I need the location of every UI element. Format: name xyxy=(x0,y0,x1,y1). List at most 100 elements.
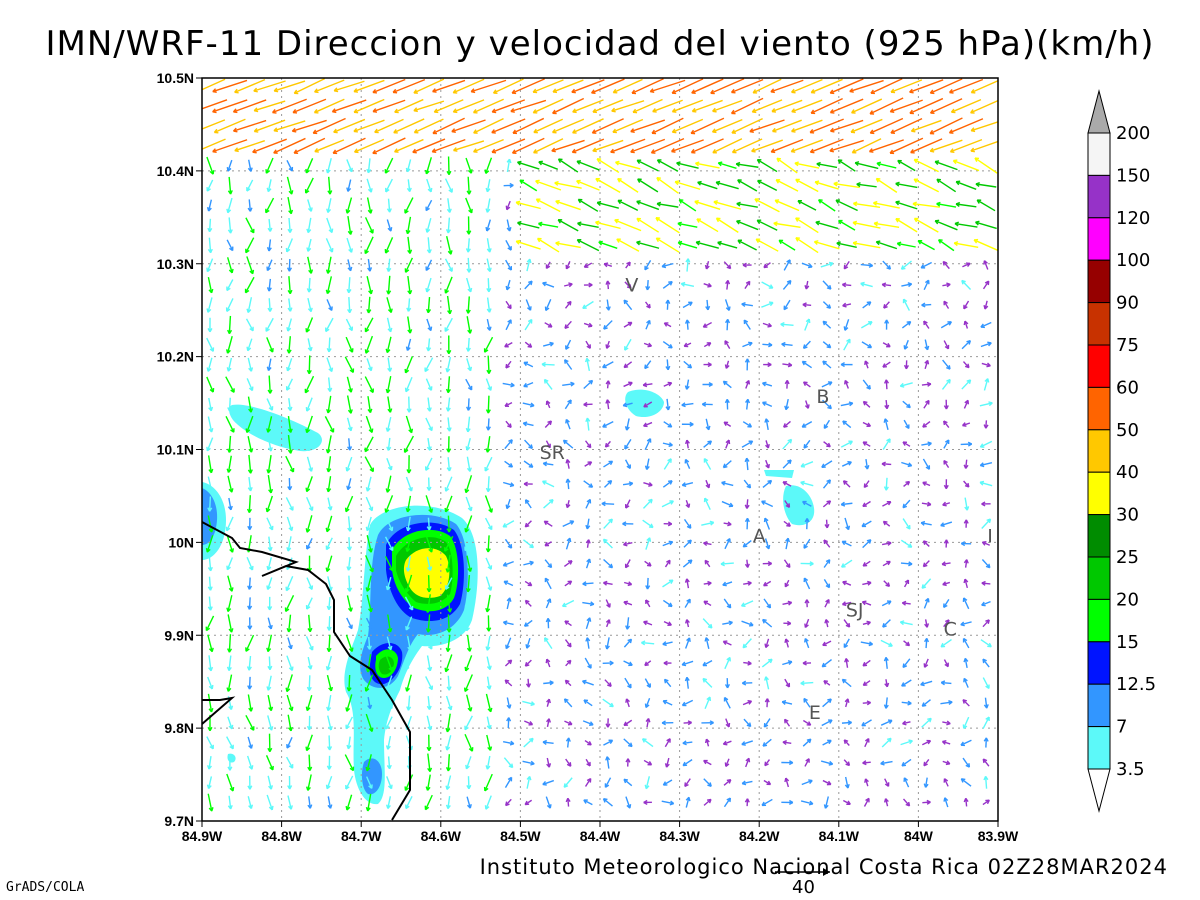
wind-vector xyxy=(510,99,547,113)
wind-vector xyxy=(583,699,593,707)
wind-vector xyxy=(617,178,639,193)
wind-vector xyxy=(563,560,573,567)
wind-vector xyxy=(207,596,213,611)
wind-vector xyxy=(524,341,533,348)
wind-vector xyxy=(327,715,333,731)
wind-vector xyxy=(405,555,411,572)
wind-vector xyxy=(744,499,750,509)
wind-vector xyxy=(943,778,949,787)
wind-vector xyxy=(523,460,534,468)
wind-vector xyxy=(563,777,573,788)
wind-vector xyxy=(920,680,933,687)
wind-vector xyxy=(725,718,731,728)
wind-vector xyxy=(661,500,674,508)
wind-vector xyxy=(902,499,911,509)
wind-vector xyxy=(644,301,651,309)
wind-vector xyxy=(922,458,931,470)
wind-vector xyxy=(267,694,274,712)
wind-vector xyxy=(960,778,972,787)
wind-vector xyxy=(742,341,753,348)
wind-vector xyxy=(901,320,912,329)
wind-vector xyxy=(829,78,864,95)
wind-vector xyxy=(960,621,972,627)
wind-vector xyxy=(704,559,711,568)
wind-vector xyxy=(903,480,911,487)
wind-vector xyxy=(641,640,655,646)
wind-vector xyxy=(405,795,413,810)
city-label: E xyxy=(809,702,821,724)
wind-vector xyxy=(744,798,750,807)
wind-vector xyxy=(405,495,412,513)
wind-vector xyxy=(961,422,971,427)
wind-vector xyxy=(623,638,633,648)
wind-vector xyxy=(545,400,551,409)
wind-vector xyxy=(247,676,253,690)
wind-vector xyxy=(305,774,312,791)
wind-vector xyxy=(702,660,713,667)
wind-vector xyxy=(444,178,453,193)
wind-vector xyxy=(266,358,272,372)
wind-vector xyxy=(404,774,414,792)
wind-vector xyxy=(942,581,951,587)
wind-vector xyxy=(752,78,782,94)
wind-vector xyxy=(273,137,306,154)
wind-vector xyxy=(741,780,753,786)
wind-vector xyxy=(266,634,273,653)
wind-vector xyxy=(842,580,852,586)
wind-vector xyxy=(405,674,412,692)
wind-vector xyxy=(366,358,373,372)
wind-vector xyxy=(555,241,581,249)
wind-vector xyxy=(517,220,540,229)
wind-vector xyxy=(486,716,492,730)
wind-vector xyxy=(703,778,712,787)
wind-vector xyxy=(837,159,856,172)
wind-vector xyxy=(681,402,694,408)
wind-vector xyxy=(413,100,445,113)
wind-vector xyxy=(464,655,473,672)
wind-vector xyxy=(226,357,233,372)
wind-vector xyxy=(325,256,332,274)
wind-vector xyxy=(765,440,770,449)
wind-vector xyxy=(247,577,253,590)
wind-vector xyxy=(680,281,695,287)
wind-vector xyxy=(703,541,712,547)
wind-vector xyxy=(844,776,850,789)
wind-vector xyxy=(963,677,969,688)
wind-vector xyxy=(205,615,215,632)
wind-vector xyxy=(623,660,633,667)
wind-vector xyxy=(583,322,593,328)
wind-vector xyxy=(823,796,829,809)
wind-vector xyxy=(524,799,533,806)
wind-vector xyxy=(736,201,758,208)
wind-vector xyxy=(723,421,732,427)
wind-vector xyxy=(523,539,535,549)
wind-vector xyxy=(446,457,452,472)
wind-vector xyxy=(671,99,704,113)
wind-vector xyxy=(881,540,892,546)
wind-vector xyxy=(366,535,373,553)
wind-vector xyxy=(742,638,752,649)
wind-vector xyxy=(921,578,932,589)
wind-vector xyxy=(902,658,911,669)
wind-vector xyxy=(656,177,679,194)
wind-vector xyxy=(940,321,952,329)
wind-vector xyxy=(267,375,273,394)
wind-vector xyxy=(485,395,491,414)
wind-vector xyxy=(860,321,873,329)
wind-vector xyxy=(346,674,352,692)
wind-vector xyxy=(862,680,871,686)
wind-vector xyxy=(532,79,564,94)
wind-vector xyxy=(623,719,633,727)
wind-vector xyxy=(802,738,812,747)
wind-vector xyxy=(844,517,851,531)
wind-vector xyxy=(881,461,892,467)
lon-tick-label: 83.9W xyxy=(978,828,1019,844)
wind-vector xyxy=(267,733,273,753)
wind-vector xyxy=(773,221,801,229)
wind-vector xyxy=(882,560,891,567)
wind-vector xyxy=(862,539,872,549)
wind-vector xyxy=(445,554,451,573)
wind-vector xyxy=(466,316,473,334)
wind-vector xyxy=(346,617,353,630)
